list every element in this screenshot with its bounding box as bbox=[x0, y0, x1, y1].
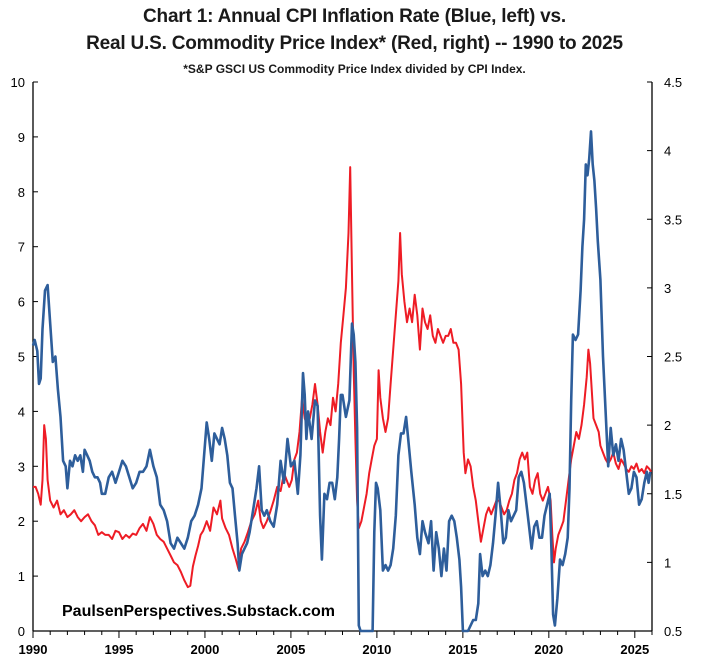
right-tick-label: 0.5 bbox=[664, 624, 682, 639]
x-tick-label: 2020 bbox=[534, 642, 563, 657]
left-tick-label: 1 bbox=[18, 569, 25, 584]
right-tick-label: 4 bbox=[664, 144, 671, 159]
plot-frame bbox=[32, 82, 653, 632]
left-tick-label: 6 bbox=[18, 295, 25, 310]
right-tick-label: 4.5 bbox=[664, 75, 682, 90]
left-tick-label: 2 bbox=[18, 514, 25, 529]
right-tick-label: 2.5 bbox=[664, 350, 682, 365]
left-axis: 0 1 2 3 4 5 6 7 8 9 10 bbox=[11, 75, 38, 639]
right-tick-label: 1 bbox=[664, 555, 671, 570]
source-label: PaulsenPerspectives.Substack.com bbox=[62, 603, 335, 620]
right-tick-label: 1.5 bbox=[664, 487, 682, 502]
chart-subtitle: *S&P GSCI US Commodity Price Index divid… bbox=[183, 62, 526, 76]
left-tick-label: 10 bbox=[11, 75, 25, 90]
x-tick-label: 2005 bbox=[276, 642, 305, 657]
left-tick-label: 4 bbox=[18, 404, 25, 419]
x-tick-label: 1995 bbox=[105, 642, 134, 657]
series-line-cpi-inflation bbox=[31, 130, 652, 633]
left-tick-label: 8 bbox=[18, 185, 25, 200]
x-axis: 1990 1995 2000 2005 2010 2015 2020 2025 bbox=[19, 631, 653, 657]
series-line-commodity-index bbox=[33, 166, 652, 589]
left-tick-label: 5 bbox=[18, 350, 25, 365]
left-tick-label: 0 bbox=[18, 624, 25, 639]
x-tick-label: 2000 bbox=[190, 642, 219, 657]
chart-title-line2: Real U.S. Commodity Price Index* (Red, r… bbox=[86, 33, 623, 54]
x-tick-label: 2015 bbox=[448, 642, 477, 657]
left-tick-label: 3 bbox=[18, 459, 25, 474]
right-tick-label: 3.5 bbox=[664, 212, 682, 227]
chart-title: Chart 1: Annual CPI Inflation Rate (Blue… bbox=[143, 6, 566, 27]
x-tick-label: 2025 bbox=[620, 642, 649, 657]
right-axis: 0.5 1 1.5 2 2.5 3 3.5 4 4.5 bbox=[647, 75, 682, 639]
x-tick-label: 1990 bbox=[19, 642, 48, 657]
right-tick-label: 3 bbox=[664, 281, 671, 296]
left-tick-label: 7 bbox=[18, 240, 25, 255]
right-tick-label: 2 bbox=[664, 418, 671, 433]
x-tick-label: 2010 bbox=[362, 642, 391, 657]
left-tick-label: 9 bbox=[18, 130, 25, 145]
